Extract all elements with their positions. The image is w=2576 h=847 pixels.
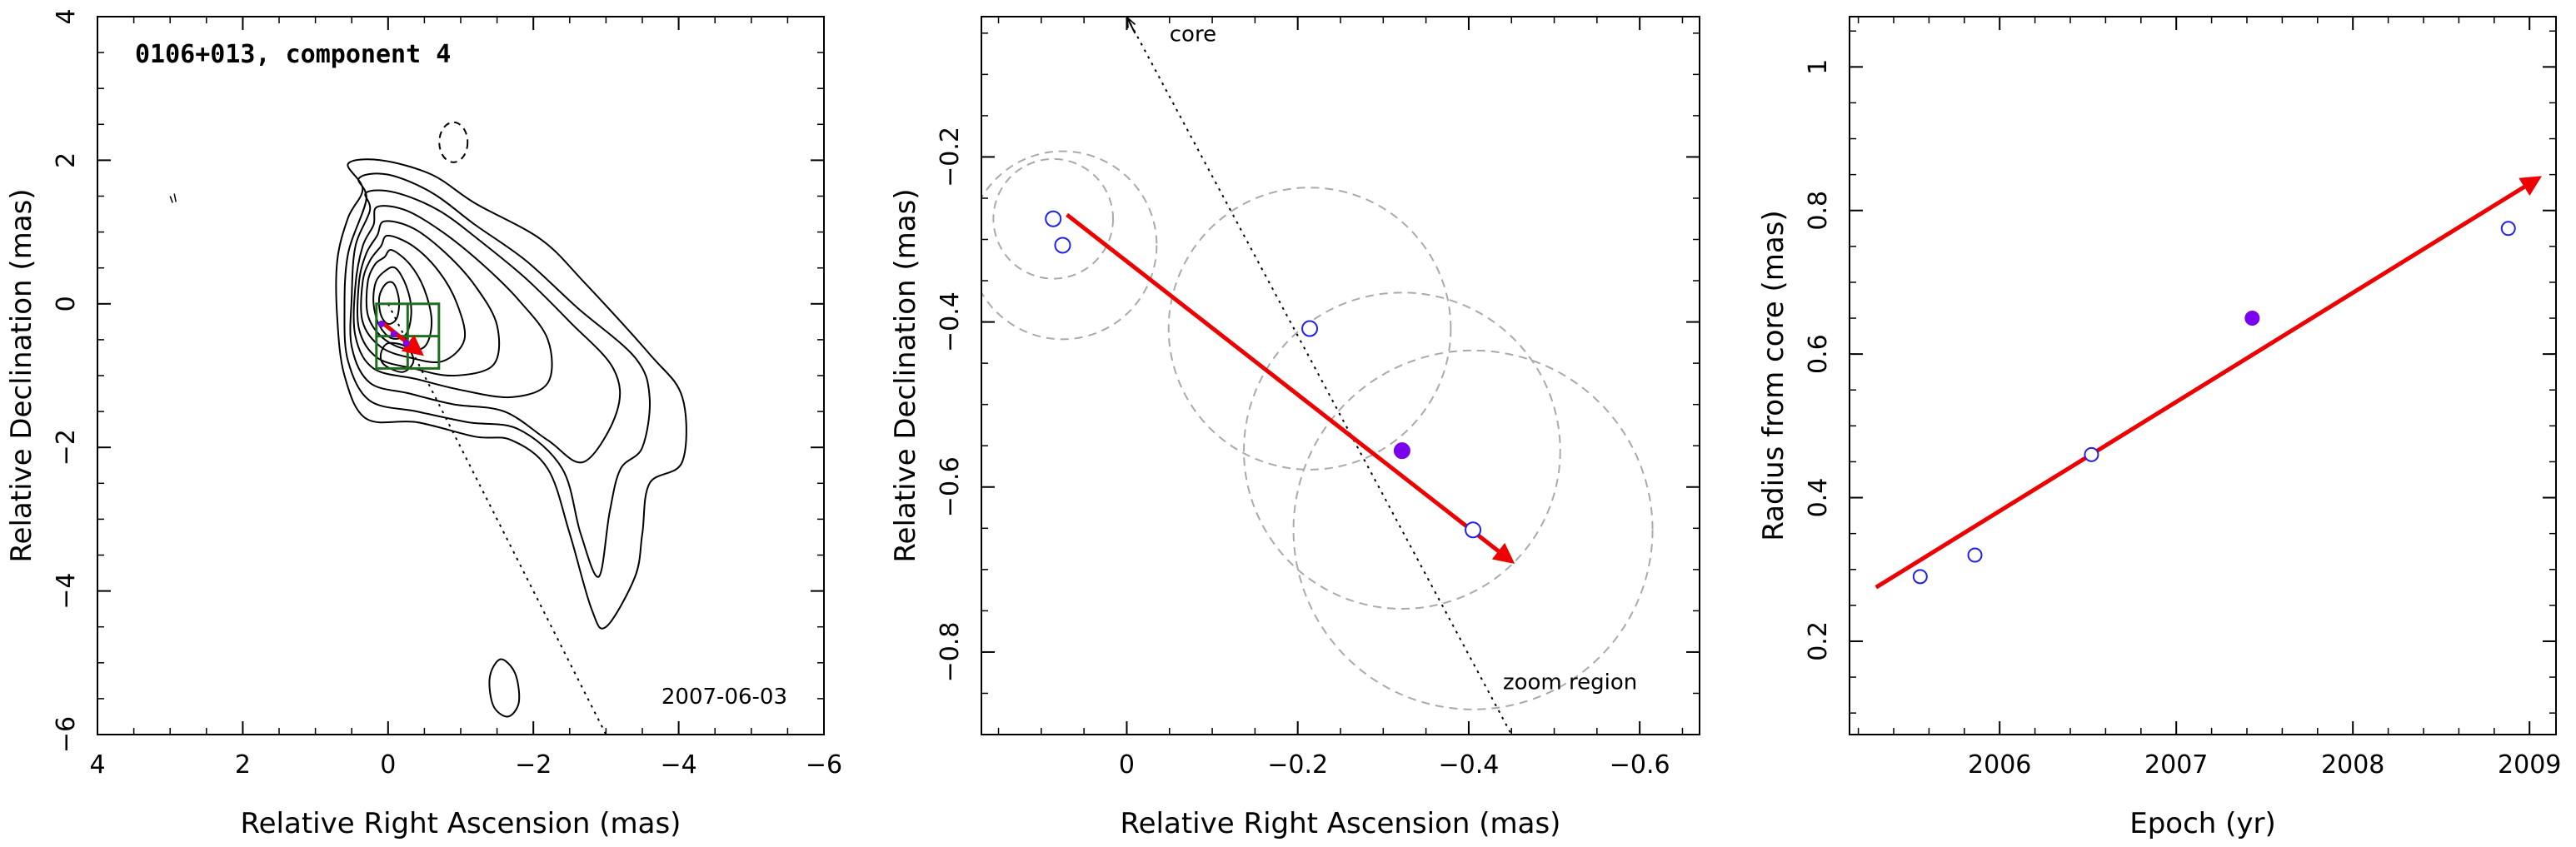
- contour-line: [377, 281, 401, 326]
- plot-frame: [981, 16, 1700, 735]
- panel-1-overlay: [375, 302, 607, 735]
- current-epoch-marker: [1393, 442, 1410, 460]
- fit-arrow: [1875, 176, 2543, 590]
- contour-line: [343, 172, 651, 578]
- x-tick-label: 2: [235, 750, 251, 780]
- x-tick-label: −6: [806, 750, 842, 780]
- y-tick-label: 4: [52, 8, 81, 24]
- panel-2-plot: core zoom region: [981, 17, 1654, 735]
- x-tick-label: −4: [660, 750, 696, 780]
- x-tick-label: 2006: [1968, 750, 2031, 780]
- component-marker: [377, 320, 385, 327]
- epoch-marker: [1045, 210, 1062, 227]
- beam-mark: [169, 193, 177, 203]
- contour-line: [356, 220, 501, 377]
- contour-map: [169, 121, 687, 718]
- contour-line: [488, 658, 521, 718]
- current-epoch-marker: [2244, 311, 2260, 326]
- component-size-circle: [1167, 187, 1452, 471]
- x-tick-label: 0: [380, 750, 396, 780]
- x-tick-label: 2007: [2144, 750, 2208, 780]
- epoch-marker: [1301, 320, 1319, 337]
- y-axis-label: Radius from core (mas): [1757, 210, 1790, 541]
- zoom-region-label: zoom region: [1503, 670, 1637, 695]
- y-tick-label: 0.8: [1804, 191, 1833, 231]
- motion-arrow: [382, 321, 424, 356]
- x-tick-label: −2: [515, 750, 552, 780]
- y-tick-label: 0.4: [1804, 478, 1833, 518]
- panel-1-axes: 4 2 0 −2 −4 −6 −6 −4 −2 0 2 4 Relative Right Ascensi…: [5, 8, 842, 840]
- y-axis-label: Relative Declination (mas): [889, 188, 922, 562]
- x-axis-label: Epoch (yr): [2129, 807, 2276, 840]
- panel-2-axes: 0 −0.2 −0.4 −0.6 −0.2 −0.4 −0.6 −0.8 Relative Ri…: [889, 16, 1700, 840]
- contour-line: [335, 158, 687, 630]
- epoch-marker: [1967, 547, 1983, 563]
- epoch-marker: [2500, 221, 2516, 237]
- motion-arrow: [1066, 212, 1515, 565]
- y-tick-label: −0.4: [936, 291, 965, 352]
- contour-line: [360, 234, 467, 364]
- panel-3-axes: 2006 2007 2008 2009 0.2 0.4 0.6 0.8 1 Epoch (yr) R…: [1757, 16, 2561, 840]
- panel-radius-vs-epoch: 2006 2007 2008 2009 0.2 0.4 0.6 0.8 1 Epoch (yr) R…: [1757, 16, 2561, 840]
- component-size-circle: [1243, 291, 1561, 610]
- epoch-date-label: 2007-06-03: [661, 685, 787, 710]
- x-tick-label: −0.2: [1267, 750, 1328, 780]
- negative-contour: [438, 121, 469, 163]
- y-tick-label: −0.6: [936, 456, 965, 517]
- y-tick-label: 0: [52, 296, 81, 311]
- component-marker: [390, 331, 397, 338]
- component-size-circle: [981, 150, 1158, 341]
- y-tick-label: −6: [52, 716, 81, 753]
- x-axis-label: Relative Right Ascension (mas): [241, 807, 681, 840]
- panel-zoom-region: core zoom region 0 −0.2 −0.4 −0.6 −0.2 −0.4 −0.…: [889, 16, 1700, 840]
- y-tick-label: 1: [1804, 59, 1833, 75]
- panel-contour-map: 4 2 0 −2 −4 −6 −6 −4 −2 0 2 4 Relative Right Ascensi…: [5, 8, 842, 840]
- y-tick-label: −2: [52, 429, 81, 466]
- core-label: core: [1170, 22, 1216, 47]
- y-axis-label: Relative Declination (mas): [5, 188, 38, 562]
- contour-line: [352, 205, 553, 399]
- y-tick-label: −0.2: [936, 127, 965, 187]
- component-marker: [402, 340, 410, 347]
- epoch-marker: [1465, 521, 1482, 539]
- x-tick-label: 0: [1119, 750, 1135, 780]
- x-axis-label: Relative Right Ascension (mas): [1121, 807, 1561, 840]
- plot-frame: [1849, 16, 2557, 735]
- x-tick-label: −0.6: [1610, 750, 1670, 780]
- panel-3-plot: [1875, 176, 2543, 590]
- core-arrowhead: [1127, 18, 1136, 34]
- core-direction-line: [1126, 17, 1513, 735]
- x-tick-label: −0.4: [1438, 750, 1499, 780]
- epoch-marker: [1054, 237, 1071, 254]
- panel-1-title: 0106+013, component 4: [135, 40, 451, 69]
- y-tick-label: 0.6: [1804, 334, 1833, 374]
- x-tick-label: 2009: [2498, 750, 2561, 780]
- y-tick-label: 2: [52, 152, 81, 168]
- y-tick-label: −4: [52, 572, 81, 609]
- core-direction-line: [387, 303, 607, 735]
- contour-line: [349, 189, 622, 464]
- x-tick-label: 2008: [2321, 750, 2384, 780]
- component-size-circle: [1292, 349, 1654, 710]
- epoch-marker: [1912, 569, 1928, 585]
- component-size-circle: [992, 157, 1115, 280]
- y-tick-label: −0.8: [936, 621, 965, 682]
- y-tick-label: 0.2: [1804, 621, 1833, 661]
- epoch-marker: [2084, 446, 2099, 462]
- x-tick-label: 4: [89, 750, 105, 780]
